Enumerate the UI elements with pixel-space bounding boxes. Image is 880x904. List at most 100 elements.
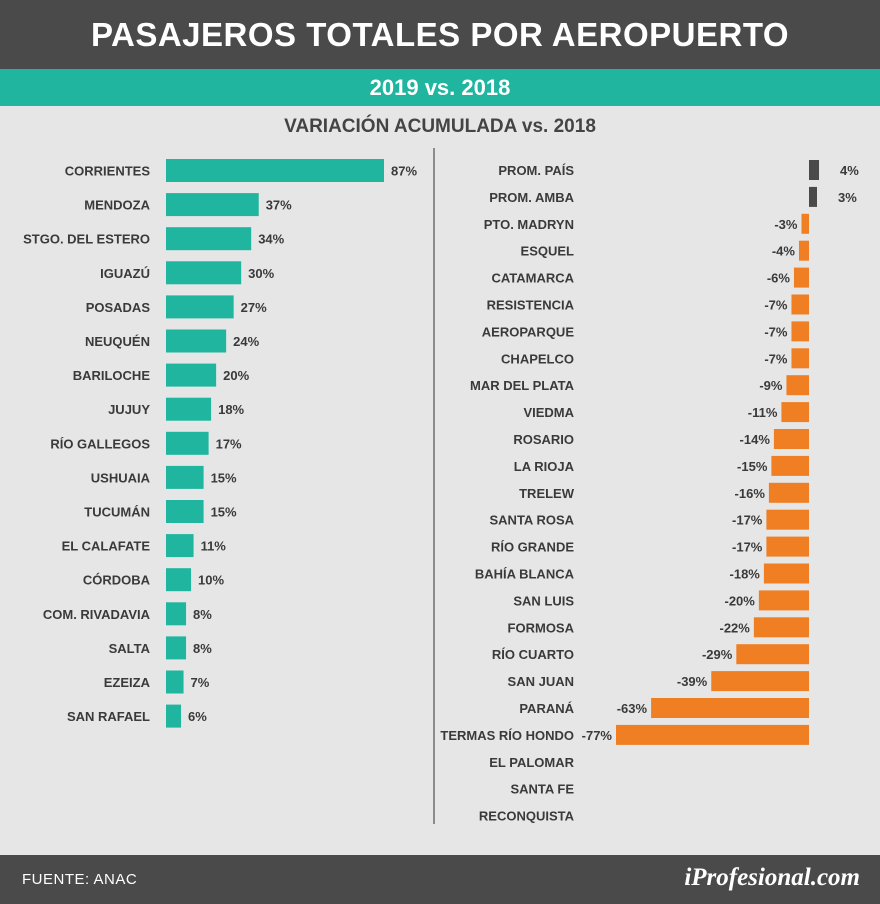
category-label: BARILOCHE: [73, 368, 151, 383]
bar: [166, 397, 212, 421]
bar: [758, 590, 809, 611]
category-label: TERMAS RÍO HONDO: [440, 728, 574, 743]
value-label: -77%: [582, 728, 613, 743]
value-label: -29%: [702, 647, 733, 662]
source-label: FUENTE: ANAC: [22, 871, 138, 888]
category-label: BAHÍA BLANCA: [475, 567, 575, 582]
footer-bar: FUENTE: ANAC iProfesional.com: [0, 855, 880, 904]
bar: [651, 698, 809, 718]
value-label: -15%: [737, 459, 768, 474]
chart-divider: [433, 148, 435, 824]
category-label: EL PALOMAR: [489, 755, 574, 770]
category-label: STGO. DEL ESTERO: [23, 232, 150, 247]
category-label: JUJUY: [108, 402, 150, 417]
category-label: SAN LUIS: [513, 593, 574, 608]
value-label: 10%: [198, 573, 224, 588]
value-label: 20%: [223, 368, 249, 383]
category-label: RÍO GALLEGOS: [50, 436, 150, 451]
bar: [786, 375, 809, 396]
value-label: -22%: [719, 620, 750, 635]
value-label: 30%: [248, 266, 274, 281]
bar: [166, 568, 192, 592]
header-bar: PASAJEROS TOTALES POR AEROPUERTO: [0, 0, 880, 69]
bar: [166, 670, 184, 694]
value-label: 17%: [216, 436, 242, 451]
value-label: 15%: [211, 470, 237, 485]
category-label: IGUAZÚ: [100, 266, 150, 281]
value-label: 7%: [191, 675, 210, 690]
bar: [768, 482, 809, 503]
category-label: SANTA FE: [510, 782, 574, 797]
bar: [766, 536, 809, 557]
bar: [166, 431, 209, 455]
value-label: 27%: [241, 300, 267, 315]
chart-title: VARIACIÓN ACUMULADA vs. 2018: [284, 116, 596, 137]
bar: [166, 704, 182, 728]
value-label: 18%: [218, 402, 244, 417]
bar: [736, 644, 809, 665]
category-label: COM. RIVADAVIA: [43, 607, 151, 622]
category-label: TRELEW: [519, 486, 575, 501]
value-label: -3%: [774, 217, 798, 232]
category-label: PROM. PAÍS: [498, 163, 574, 178]
value-label: -20%: [725, 593, 756, 608]
bar: [798, 240, 809, 261]
category-label: AEROPARQUE: [482, 324, 575, 339]
category-label: SANTA ROSA: [490, 513, 575, 528]
value-label: -14%: [740, 432, 771, 447]
category-label: USHUAIA: [91, 470, 151, 485]
value-label: -16%: [735, 486, 766, 501]
value-label: -18%: [730, 567, 761, 582]
bar: [711, 671, 809, 692]
value-label: 24%: [233, 334, 259, 349]
value-label: 15%: [211, 505, 237, 520]
value-label: 8%: [193, 641, 212, 656]
category-label: POSADAS: [86, 300, 151, 315]
value-label: 11%: [201, 539, 227, 554]
value-label: -6%: [767, 271, 791, 286]
category-label: EZEIZA: [104, 675, 151, 690]
value-label: 34%: [258, 232, 284, 247]
value-label: -4%: [772, 244, 796, 259]
bar: [166, 602, 187, 626]
value-label: -7%: [764, 324, 788, 339]
value-label: 4%: [840, 163, 859, 178]
bar: [791, 348, 809, 369]
category-label: CORRIENTES: [65, 164, 151, 179]
category-label: RECONQUISTA: [479, 809, 575, 824]
bar: [166, 329, 227, 353]
bar: [166, 227, 252, 251]
category-label: MENDOZA: [84, 198, 150, 213]
category-label: LA RIOJA: [514, 459, 575, 474]
bar: [166, 636, 187, 660]
category-label: PARANÁ: [519, 701, 574, 716]
bar: [166, 500, 204, 523]
category-label: RÍO GRANDE: [491, 540, 574, 555]
value-label: -63%: [617, 701, 648, 716]
category-label: FORMOSA: [508, 620, 575, 635]
value-label: 6%: [188, 709, 207, 724]
bar: [809, 186, 817, 207]
value-label: 87%: [391, 164, 417, 179]
category-label: CHAPELCO: [501, 351, 574, 366]
bar: [166, 193, 259, 217]
category-label: VIEDMA: [523, 405, 574, 420]
bar: [791, 294, 809, 315]
value-label: -11%: [748, 405, 778, 420]
category-label: PROM. AMBA: [489, 190, 574, 205]
value-label: -7%: [764, 298, 788, 313]
subtitle-band: 2019 vs. 2018: [0, 69, 880, 106]
category-label: ESQUEL: [521, 244, 575, 259]
category-label: SALTA: [109, 641, 151, 656]
brand-logo: iProfesional.com: [684, 864, 860, 891]
category-label: SAN RAFAEL: [67, 709, 150, 724]
category-label: EL CALAFATE: [62, 539, 151, 554]
bar: [793, 267, 809, 288]
bar: [166, 159, 384, 182]
bar: [773, 429, 809, 449]
value-label: -17%: [732, 540, 763, 555]
value-label: -7%: [764, 351, 788, 366]
bar: [166, 261, 242, 285]
category-label: RESISTENCIA: [487, 298, 575, 313]
